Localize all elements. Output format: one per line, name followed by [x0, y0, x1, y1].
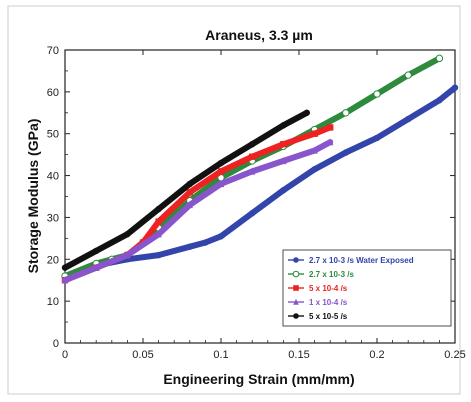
series-5 [61, 109, 310, 271]
data-point [61, 264, 69, 271]
plot-area: 0 0.05 0.1 0.15 0.2 0.25 0 10 20 30 40 50 60 70 [47, 45, 466, 361]
data-point [186, 189, 193, 196]
data-point [435, 54, 444, 63]
legend-label: 2.7 x 10-3 /s [309, 270, 354, 279]
x-tick-label: 0.1 [213, 349, 228, 361]
data-point [373, 134, 381, 142]
data-point [186, 201, 193, 209]
data-point [249, 140, 256, 148]
data-point [280, 140, 287, 148]
data-point [373, 90, 381, 98]
x-axis-title: Engineering Strain (mm/mm) [163, 371, 354, 387]
data-point [436, 97, 443, 104]
data-point [311, 166, 318, 173]
series-line [62, 139, 334, 284]
data-point [124, 251, 131, 259]
y-tick-label: 60 [47, 87, 59, 99]
y-tick-label: 70 [47, 45, 59, 57]
data-point [327, 138, 334, 146]
legend-box [282, 249, 452, 327]
legend-swatch-marker [293, 257, 299, 263]
data-point [155, 251, 162, 259]
legend-label: 2.7 x 10-3 /s Water Exposed [309, 256, 414, 265]
y-tick-label: 50 [47, 129, 59, 141]
data-point [186, 180, 193, 188]
data-point [217, 180, 225, 188]
data-point [311, 130, 318, 137]
data-point [186, 243, 193, 250]
data-point [202, 239, 209, 246]
data-point [451, 84, 459, 91]
legend-label: 5 x 10-5 /s [309, 312, 348, 321]
data-point [155, 230, 162, 238]
data-point [249, 167, 256, 175]
y-tick-label: 20 [47, 254, 59, 266]
data-point [93, 247, 100, 255]
data-point [405, 115, 412, 123]
data-point [217, 168, 225, 175]
x-tick-label: 0.25 [444, 349, 465, 361]
data-point [61, 276, 69, 284]
legend-swatch-marker [293, 313, 299, 319]
legend-label: 5 x 10-4 /s [309, 284, 348, 293]
data-point [217, 159, 225, 167]
y-tick-label: 0 [53, 338, 59, 350]
legend-swatch-marker [292, 270, 300, 278]
x-tick-label: 0.15 [288, 349, 309, 361]
data-point [249, 153, 256, 160]
y-tick-label: 10 [47, 296, 59, 308]
series-4 [61, 138, 334, 284]
data-point [93, 263, 100, 271]
data-point [124, 230, 131, 238]
data-point [249, 210, 256, 217]
data-point [404, 71, 412, 79]
legend-swatch-marker [293, 285, 299, 291]
data-point [280, 187, 287, 194]
y-tick-label: 40 [47, 171, 59, 183]
y-tick-label: 30 [47, 212, 59, 224]
data-point [311, 146, 318, 154]
data-point [280, 157, 287, 165]
x-tick-label: 0.2 [369, 349, 384, 361]
chart-title: Araneus, 3.3 µm [205, 27, 313, 43]
legend-swatch-marker [293, 298, 299, 305]
data-point [342, 109, 350, 117]
data-point [327, 124, 334, 131]
data-point [280, 122, 287, 129]
data-point [155, 218, 162, 225]
data-point [303, 109, 310, 116]
y-axis-title: Storage Modulus (GPa) [25, 119, 41, 274]
x-tick-label: 0.05 [132, 349, 153, 361]
legend-label: 1 x 10-4 /s [309, 298, 348, 307]
data-point [155, 205, 162, 213]
outer-frame [7, 5, 461, 395]
x-tick-label: 0 [62, 349, 68, 361]
data-point [342, 149, 349, 156]
data-point [217, 233, 225, 240]
legend: 2.7 x 10-3 /s Water Exposed 2.7 x 10-3 /s… [282, 249, 452, 327]
